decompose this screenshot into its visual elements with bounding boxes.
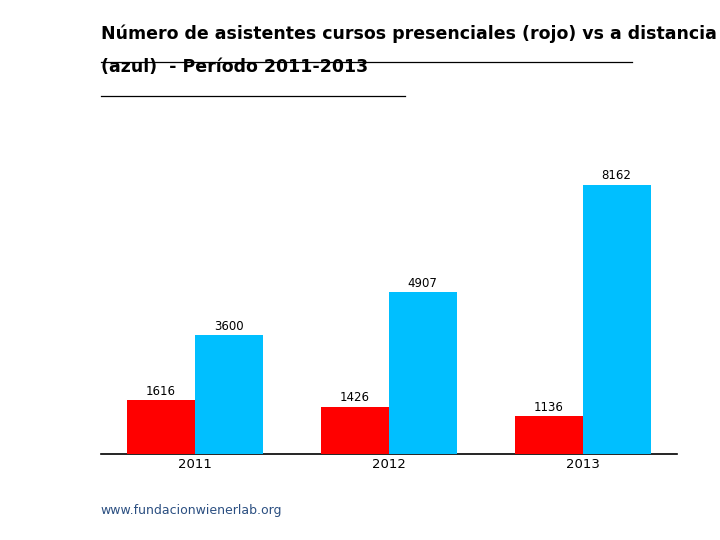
Text: 1426: 1426 <box>340 392 370 404</box>
Bar <box>321 407 389 454</box>
Text: www.fundacionwienerlab.org: www.fundacionwienerlab.org <box>101 504 282 517</box>
Text: 1136: 1136 <box>534 401 564 414</box>
Bar <box>195 335 263 454</box>
Bar <box>582 185 651 454</box>
Text: 4907: 4907 <box>408 276 438 289</box>
Text: 3600: 3600 <box>214 320 243 333</box>
Text: 8162: 8162 <box>602 169 631 182</box>
Text: Número de asistentes cursos presenciales (rojo) vs a distancia: Número de asistentes cursos presenciales… <box>101 24 716 43</box>
Bar <box>389 292 456 454</box>
Bar <box>515 416 582 454</box>
Bar <box>127 400 195 454</box>
Text: 1616: 1616 <box>146 385 176 398</box>
Text: (azul)  - Período 2011-2013: (azul) - Período 2011-2013 <box>101 58 368 76</box>
